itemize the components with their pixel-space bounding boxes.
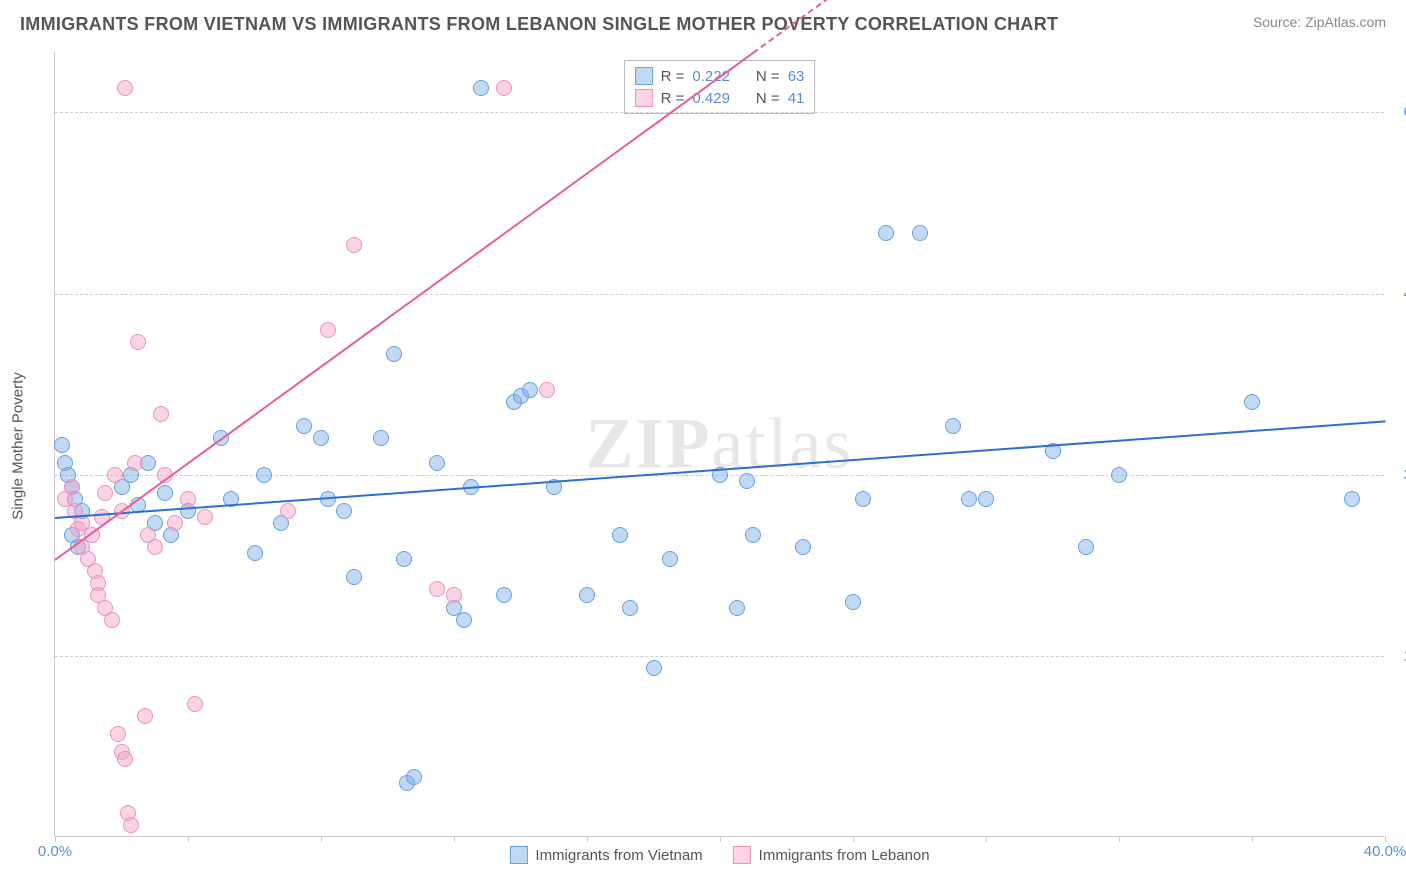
gridline	[55, 112, 1384, 113]
data-point	[961, 491, 977, 507]
data-point	[662, 551, 678, 567]
data-point	[247, 545, 263, 561]
legend-r-label: R =	[661, 68, 685, 85]
data-point	[396, 551, 412, 567]
data-point	[855, 491, 871, 507]
data-point	[167, 515, 183, 531]
data-point	[336, 503, 352, 519]
trend-line	[54, 52, 753, 561]
trend-line	[55, 420, 1385, 519]
x-tick	[720, 836, 721, 842]
legend-swatch	[733, 846, 751, 864]
data-point	[406, 769, 422, 785]
x-tick	[188, 836, 189, 842]
data-point	[945, 418, 961, 434]
data-point	[123, 817, 139, 833]
data-point	[429, 455, 445, 471]
data-point	[845, 594, 861, 610]
data-point	[346, 237, 362, 253]
gridline	[55, 656, 1384, 657]
data-point	[473, 80, 489, 96]
data-point	[320, 322, 336, 338]
data-point	[739, 473, 755, 489]
data-point	[187, 696, 203, 712]
x-tick	[454, 836, 455, 842]
series-legend-item: Immigrants from Vietnam	[509, 846, 702, 864]
correlation-legend: R =0.222N =63R =0.429N =41	[624, 60, 816, 114]
legend-swatch	[635, 89, 653, 107]
legend-swatch	[635, 67, 653, 85]
chart-plot-area: ZIPatlas R =0.222N =63R =0.429N =41 Immi…	[54, 52, 1384, 837]
data-point	[729, 600, 745, 616]
data-point	[456, 612, 472, 628]
gridline	[55, 294, 1384, 295]
legend-row: R =0.429N =41	[635, 87, 805, 109]
data-point	[795, 539, 811, 555]
data-point	[130, 334, 146, 350]
data-point	[496, 80, 512, 96]
data-point	[978, 491, 994, 507]
legend-n-label: N =	[756, 68, 780, 85]
data-point	[117, 80, 133, 96]
data-point	[197, 509, 213, 525]
data-point	[1244, 394, 1260, 410]
data-point	[579, 587, 595, 603]
data-point	[346, 569, 362, 585]
data-point	[296, 418, 312, 434]
data-point	[1344, 491, 1360, 507]
data-point	[104, 612, 120, 628]
legend-n-label: N =	[756, 90, 780, 107]
x-tick	[1119, 836, 1120, 842]
data-point	[107, 467, 123, 483]
legend-n-value: 41	[788, 90, 805, 107]
data-point	[386, 346, 402, 362]
x-tick-label: 0.0%	[38, 843, 72, 860]
x-tick	[853, 836, 854, 842]
chart-title: IMMIGRANTS FROM VIETNAM VS IMMIGRANTS FR…	[20, 14, 1058, 35]
data-point	[313, 430, 329, 446]
data-point	[622, 600, 638, 616]
data-point	[1078, 539, 1094, 555]
x-tick	[1252, 836, 1253, 842]
data-point	[256, 467, 272, 483]
data-point	[912, 225, 928, 241]
series-name: Immigrants from Lebanon	[759, 847, 930, 864]
legend-swatch	[509, 846, 527, 864]
legend-n-value: 63	[788, 68, 805, 85]
x-tick-label: 40.0%	[1364, 843, 1406, 860]
x-tick	[55, 836, 56, 842]
data-point	[1111, 467, 1127, 483]
x-tick	[1385, 836, 1386, 842]
y-axis-title: Single Mother Poverty	[10, 372, 27, 520]
x-tick	[986, 836, 987, 842]
series-legend: Immigrants from Vietnam Immigrants from L…	[509, 846, 929, 864]
data-point	[539, 382, 555, 398]
data-point	[878, 225, 894, 241]
data-point	[522, 382, 538, 398]
data-point	[137, 708, 153, 724]
data-point	[429, 581, 445, 597]
series-legend-item: Immigrants from Lebanon	[733, 846, 930, 864]
data-point	[745, 527, 761, 543]
data-point	[446, 587, 462, 603]
data-point	[157, 485, 173, 501]
data-point	[373, 430, 389, 446]
series-name: Immigrants from Vietnam	[535, 847, 702, 864]
data-point	[127, 455, 143, 471]
data-point	[54, 437, 70, 453]
data-point	[147, 539, 163, 555]
data-point	[280, 503, 296, 519]
data-point	[646, 660, 662, 676]
source-label: Source: ZipAtlas.com	[1253, 14, 1386, 30]
data-point	[153, 406, 169, 422]
data-point	[612, 527, 628, 543]
data-point	[110, 726, 126, 742]
x-tick	[321, 836, 322, 842]
data-point	[180, 491, 196, 507]
data-point	[97, 485, 113, 501]
data-point	[117, 751, 133, 767]
x-tick	[587, 836, 588, 842]
data-point	[64, 479, 80, 495]
data-point	[496, 587, 512, 603]
